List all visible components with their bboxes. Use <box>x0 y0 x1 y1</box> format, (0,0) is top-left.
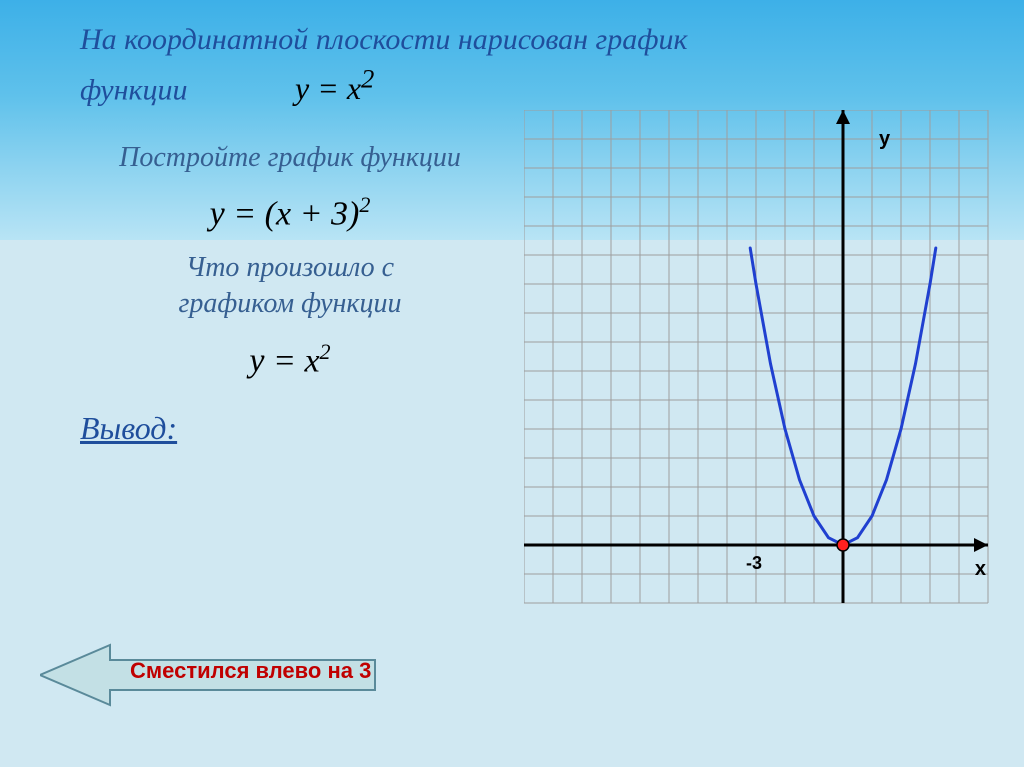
formula-target: y = (x + 3)2 <box>80 192 500 233</box>
formula-base: y = x2 <box>80 339 500 380</box>
tick-minus3-label: -3 <box>746 553 762 574</box>
axis-x-label: x <box>975 558 986 581</box>
chart-svg <box>524 110 994 620</box>
coordinate-chart: y x -3 <box>524 110 994 620</box>
left-column: Постройте график функции y = (x + 3)2 Чт… <box>80 140 500 447</box>
formula-title: y = x2 <box>295 70 374 106</box>
instruction-text: Постройте график функции <box>80 140 500 176</box>
title-text-2: функции <box>80 73 188 106</box>
axis-y-label: y <box>879 128 890 151</box>
slide-content: На координатной плоскости нарисован граф… <box>0 0 1024 767</box>
question-text: Что произошло с графиком функции <box>80 250 500 323</box>
answer-arrow: Сместился влево на 3 <box>40 640 380 710</box>
arrow-answer-text: Сместился влево на 3 <box>130 658 371 684</box>
slide-title: На координатной плоскости нарисован граф… <box>80 20 940 111</box>
conclusion-label: Вывод: <box>80 410 500 447</box>
title-text-1: На координатной плоскости нарисован граф… <box>80 23 688 56</box>
